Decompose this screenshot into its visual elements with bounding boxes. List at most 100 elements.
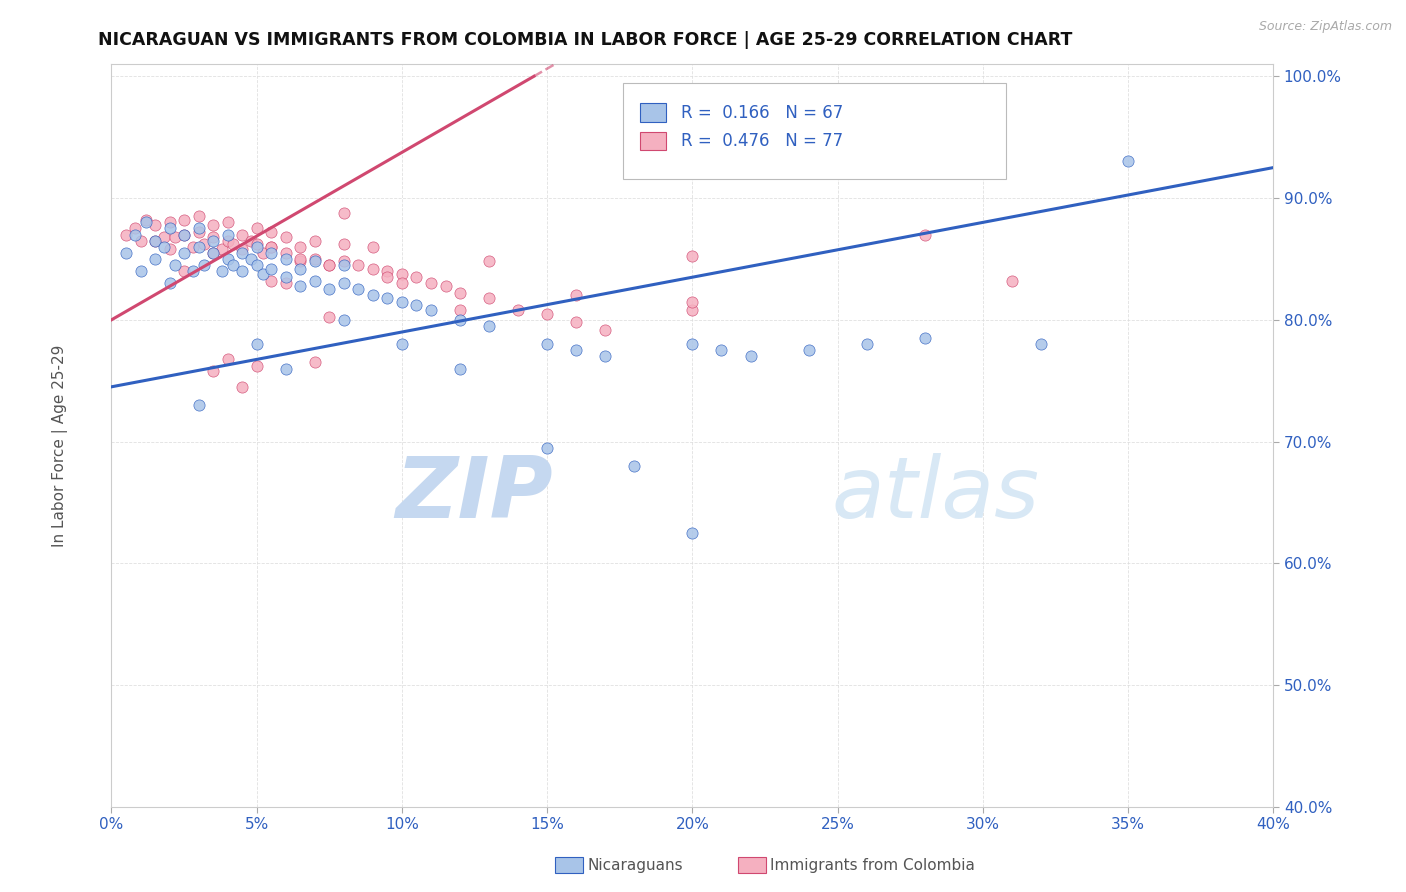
- Point: [536, 337, 558, 351]
- Point: [274, 252, 297, 266]
- Point: [260, 225, 283, 239]
- Point: [202, 364, 225, 378]
- Point: [246, 221, 269, 235]
- Point: [304, 355, 326, 369]
- Point: [449, 286, 471, 301]
- Point: [173, 213, 195, 227]
- Point: [260, 261, 283, 276]
- Point: [159, 221, 181, 235]
- Point: [202, 218, 225, 232]
- Point: [231, 227, 253, 242]
- Point: [914, 227, 936, 242]
- Point: [377, 270, 399, 285]
- Point: [333, 277, 356, 291]
- Point: [797, 343, 820, 358]
- Point: [391, 267, 413, 281]
- Point: [202, 234, 225, 248]
- Point: [304, 234, 326, 248]
- Point: [855, 337, 877, 351]
- Text: NICARAGUAN VS IMMIGRANTS FROM COLOMBIA IN LABOR FORCE | AGE 25-29 CORRELATION CH: NICARAGUAN VS IMMIGRANTS FROM COLOMBIA I…: [98, 31, 1073, 49]
- Point: [231, 380, 253, 394]
- Point: [152, 230, 174, 244]
- Point: [222, 258, 245, 272]
- Point: [681, 525, 703, 540]
- Point: [173, 245, 195, 260]
- Point: [740, 350, 762, 364]
- Point: [377, 291, 399, 305]
- Point: [187, 225, 209, 239]
- Point: [405, 298, 427, 312]
- Text: ZIP: ZIP: [395, 453, 553, 536]
- Point: [391, 277, 413, 291]
- FancyBboxPatch shape: [640, 132, 666, 150]
- Point: [1029, 337, 1052, 351]
- Point: [217, 351, 239, 366]
- Point: [217, 215, 239, 229]
- Point: [318, 282, 340, 296]
- Point: [420, 303, 443, 318]
- Point: [333, 254, 356, 268]
- Point: [478, 254, 501, 268]
- Point: [129, 264, 152, 278]
- Point: [274, 230, 297, 244]
- Point: [222, 237, 245, 252]
- Point: [377, 264, 399, 278]
- Point: [290, 252, 312, 266]
- Point: [129, 234, 152, 248]
- Point: [193, 237, 215, 252]
- Point: [211, 242, 233, 256]
- Point: [217, 227, 239, 242]
- Point: [347, 258, 370, 272]
- Point: [681, 250, 703, 264]
- Point: [333, 258, 356, 272]
- Point: [143, 252, 166, 266]
- Point: [361, 240, 384, 254]
- Point: [181, 264, 204, 278]
- Point: [508, 303, 530, 318]
- Point: [135, 215, 157, 229]
- Point: [536, 441, 558, 455]
- Point: [391, 294, 413, 309]
- Point: [217, 234, 239, 248]
- Point: [181, 240, 204, 254]
- Point: [231, 245, 253, 260]
- Point: [595, 322, 617, 336]
- Point: [914, 331, 936, 345]
- Point: [478, 291, 501, 305]
- Point: [274, 361, 297, 376]
- Point: [347, 282, 370, 296]
- Point: [274, 270, 297, 285]
- Point: [152, 240, 174, 254]
- Point: [187, 398, 209, 412]
- Point: [143, 218, 166, 232]
- Point: [260, 240, 283, 254]
- Point: [187, 240, 209, 254]
- Point: [1116, 154, 1139, 169]
- Point: [239, 234, 262, 248]
- Point: [290, 261, 312, 276]
- Point: [449, 361, 471, 376]
- Point: [333, 237, 356, 252]
- Point: [202, 245, 225, 260]
- Point: [318, 258, 340, 272]
- Point: [565, 315, 588, 329]
- Point: [143, 234, 166, 248]
- Point: [274, 277, 297, 291]
- Point: [478, 318, 501, 333]
- Point: [623, 458, 645, 473]
- Point: [143, 234, 166, 248]
- Point: [159, 242, 181, 256]
- Text: atlas: atlas: [832, 453, 1040, 536]
- Point: [333, 205, 356, 219]
- Point: [565, 343, 588, 358]
- Point: [434, 278, 457, 293]
- Point: [290, 240, 312, 254]
- Point: [304, 252, 326, 266]
- Point: [260, 240, 283, 254]
- Point: [318, 258, 340, 272]
- Point: [193, 258, 215, 272]
- Point: [135, 213, 157, 227]
- Point: [405, 270, 427, 285]
- Point: [239, 252, 262, 266]
- Point: [173, 264, 195, 278]
